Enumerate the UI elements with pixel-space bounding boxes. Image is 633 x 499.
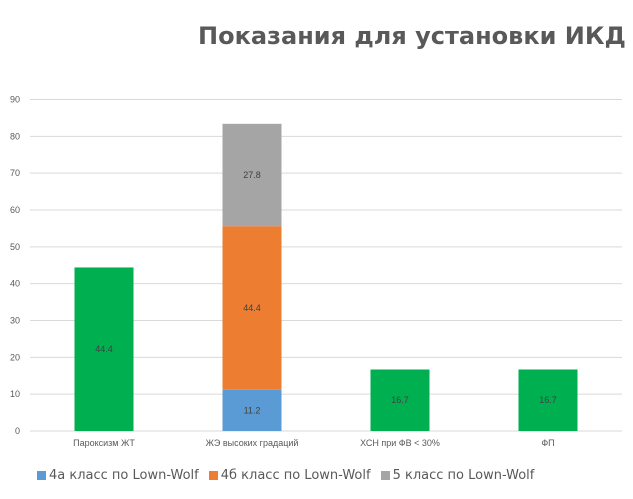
x-tick-label: Пароксизм ЖТ [73, 438, 135, 448]
x-tick-label: ХСН при ФВ < 30% [360, 438, 440, 448]
y-tick-label: 0 [15, 426, 20, 436]
bar-chart: 0 10 20 30 40 50 60 70 80 90 44.4 11.2 44.4 27.8 16.7… [10, 95, 622, 448]
legend-item: 4а класс по Lown-Wolf [37, 468, 199, 483]
bar-segment [74, 267, 134, 431]
bar-segment [370, 369, 430, 431]
bar-segment [518, 369, 578, 431]
data-label: 44.4 [95, 344, 113, 354]
x-tick-label: ФП [541, 438, 554, 448]
bars [74, 123, 578, 431]
y-tick-label: 20 [10, 352, 20, 362]
y-tick-label: 30 [10, 316, 20, 326]
legend-swatch [208, 471, 218, 480]
data-label: 16.7 [539, 395, 557, 405]
bar-segment [222, 226, 282, 390]
x-axis-ticks: Пароксизм ЖТ ЖЭ высоких градаций ХСН при Ф… [73, 438, 555, 448]
y-tick-label: 80 [10, 131, 20, 141]
x-tick-label: ЖЭ высоких градаций [206, 438, 299, 448]
y-tick-label: 90 [10, 95, 20, 105]
legend-swatch [37, 471, 46, 480]
bar-segment [222, 389, 282, 431]
legend-label: 4а класс по Lown-Wolf [49, 468, 199, 483]
data-label: 44.4 [243, 303, 261, 313]
y-tick-label: 40 [10, 279, 20, 289]
y-tick-label: 10 [10, 389, 20, 399]
y-axis-ticks: 0 10 20 30 40 50 60 70 80 90 [10, 95, 20, 437]
y-tick-label: 60 [10, 205, 20, 215]
data-labels: 44.4 11.2 44.4 27.8 16.7 16.7 [95, 170, 557, 415]
chart-title: Показания для установки ИКД [198, 22, 626, 50]
legend-label: 5 класс по Lown-Wolf [392, 468, 535, 483]
y-tick-label: 50 [10, 242, 20, 252]
data-label: 11.2 [244, 405, 261, 415]
data-label: 27.8 [243, 170, 261, 180]
legend-item: 4б класс по Lown-Wolf [208, 468, 371, 483]
legend-label: 4б класс по Lown-Wolf [220, 468, 371, 483]
bar-segment [222, 123, 282, 227]
legend-swatch [380, 471, 390, 480]
y-tick-label: 70 [10, 168, 20, 178]
data-label: 16.7 [391, 395, 409, 405]
legend-item: 5 класс по Lown-Wolf [380, 468, 535, 483]
legend: 4а класс по Lown-Wolf 4б класс по Lown-Wo… [37, 468, 544, 483]
